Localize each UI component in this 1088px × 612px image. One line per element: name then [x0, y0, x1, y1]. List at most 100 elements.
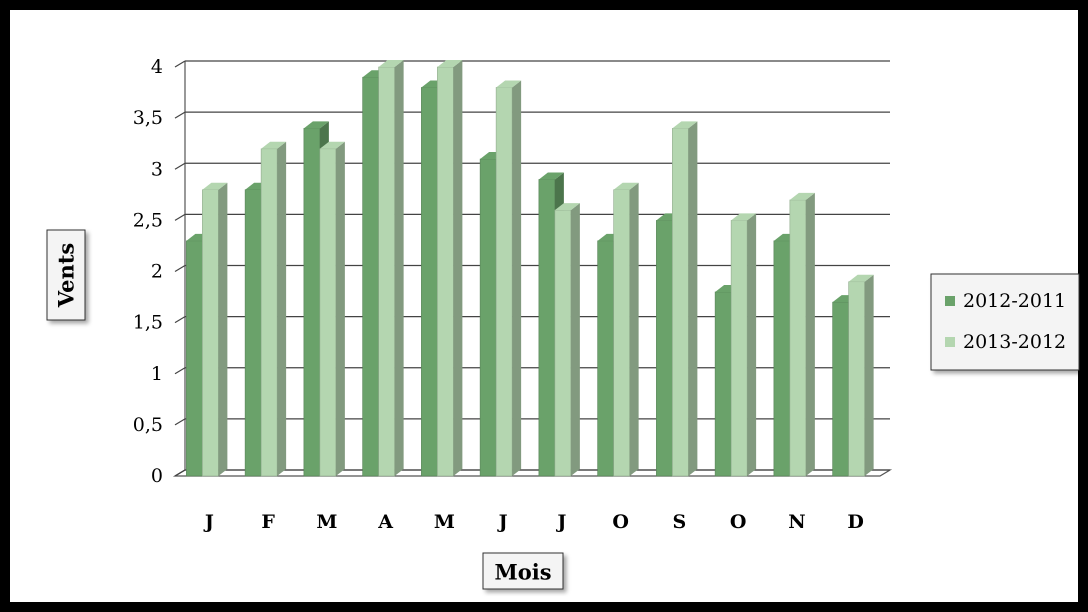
bar-front: [244, 189, 262, 477]
bar-top: [437, 60, 463, 67]
gridline-side: [174, 367, 186, 375]
bar-side: [453, 60, 463, 476]
y-tick-label: 3: [151, 158, 163, 180]
bar-top: [613, 182, 639, 190]
bar-top: [554, 203, 580, 211]
bar-front: [362, 76, 379, 477]
gridline-side: [174, 162, 186, 170]
bar-front: [538, 179, 556, 477]
legend: 2012-2011 2013-2012: [930, 273, 1080, 371]
bar-front: [613, 189, 630, 477]
x-tick-label: J: [203, 511, 214, 533]
y-tick-label: 2,5: [133, 209, 163, 231]
gridline-side: [174, 111, 186, 119]
bar-front: [260, 148, 278, 477]
bar-front: [186, 240, 203, 477]
y-tick-label: 4: [151, 56, 163, 78]
bar-top: [731, 213, 757, 221]
bar-side: [335, 141, 345, 477]
gridline-side: [174, 264, 186, 273]
bar-front: [554, 209, 572, 477]
bar: [495, 80, 522, 477]
bar-front: [656, 220, 673, 477]
bar: [437, 60, 463, 477]
y-tick-label: 3,5: [133, 107, 163, 129]
bar-top: [848, 274, 874, 282]
bar-front: [789, 199, 807, 477]
bar-front: [597, 240, 614, 477]
legend-swatch-2012-2011: [945, 296, 955, 306]
bar-front: [202, 189, 219, 477]
legend-swatch-2013-2012: [945, 337, 955, 347]
y-tick-label: 0: [151, 465, 163, 487]
bar-front: [672, 128, 689, 477]
bar-top: [202, 182, 228, 190]
gridline-side: [174, 418, 186, 426]
bar-top: [261, 141, 287, 149]
bar: [730, 213, 757, 477]
bar: [260, 141, 287, 477]
bars: [186, 60, 874, 477]
gridline-side: [174, 60, 186, 68]
bar-side: [218, 182, 228, 476]
y-axis-ticks: 0 0,5 1 1,5 2 2,5 3 3,5 4: [133, 56, 163, 487]
bar-front: [378, 66, 395, 477]
gridline-side: [174, 469, 186, 477]
y-tick-label: 2: [151, 261, 163, 283]
x-tick-label: M: [316, 511, 337, 533]
gridline-side: [174, 316, 186, 324]
bar-top: [319, 141, 345, 149]
bar-front: [495, 87, 513, 477]
gridlines: [174, 60, 890, 477]
bar-front: [437, 66, 454, 477]
x-tick-label: D: [847, 511, 863, 533]
bar-side: [570, 203, 580, 476]
bar-side: [394, 60, 404, 476]
bar-front: [421, 87, 438, 477]
x-tick-label: J: [497, 511, 508, 533]
bar-side: [629, 182, 639, 476]
y-tick-label: 0,5: [133, 414, 163, 436]
bar: [848, 274, 874, 477]
bar-side: [688, 121, 698, 476]
gridline-side: [174, 213, 186, 221]
bar-side: [805, 192, 815, 477]
bar-front: [479, 158, 497, 477]
x-axis-title-box: Mois: [482, 552, 564, 590]
x-tick-label: S: [673, 511, 687, 533]
bar-front: [303, 128, 321, 477]
bar-front: [832, 301, 849, 477]
bar-side: [747, 213, 757, 476]
bar-front: [730, 220, 748, 477]
bar-front: [319, 148, 337, 477]
x-axis-title: Mois: [494, 560, 551, 585]
bar-top: [672, 121, 698, 129]
bar-side: [512, 80, 522, 476]
bar-top: [538, 172, 564, 180]
bar: [554, 203, 580, 477]
legend-label-2012-2011: 2012-2011: [963, 290, 1066, 312]
bar-front: [773, 240, 791, 477]
y-axis-title-box: Vents: [46, 229, 86, 321]
bar: [378, 60, 404, 477]
bar: [202, 182, 228, 477]
bar-side: [864, 274, 874, 476]
bar-front: [714, 291, 732, 477]
x-tick-label: A: [377, 511, 393, 533]
bar-top: [303, 121, 329, 129]
bar-top: [789, 192, 815, 200]
x-tick-label: N: [788, 511, 805, 533]
y-tick-label: 1,5: [133, 312, 163, 334]
bar: [613, 182, 639, 477]
y-axis-title: Vents: [54, 243, 79, 309]
x-tick-label: O: [730, 511, 747, 533]
bar: [319, 141, 345, 477]
bar-top: [496, 80, 522, 88]
bar: [789, 192, 815, 477]
bar-front: [848, 281, 865, 477]
x-tick-label: F: [261, 511, 275, 533]
legend-label-2013-2012: 2013-2012: [963, 331, 1066, 353]
bar-top: [378, 60, 404, 67]
